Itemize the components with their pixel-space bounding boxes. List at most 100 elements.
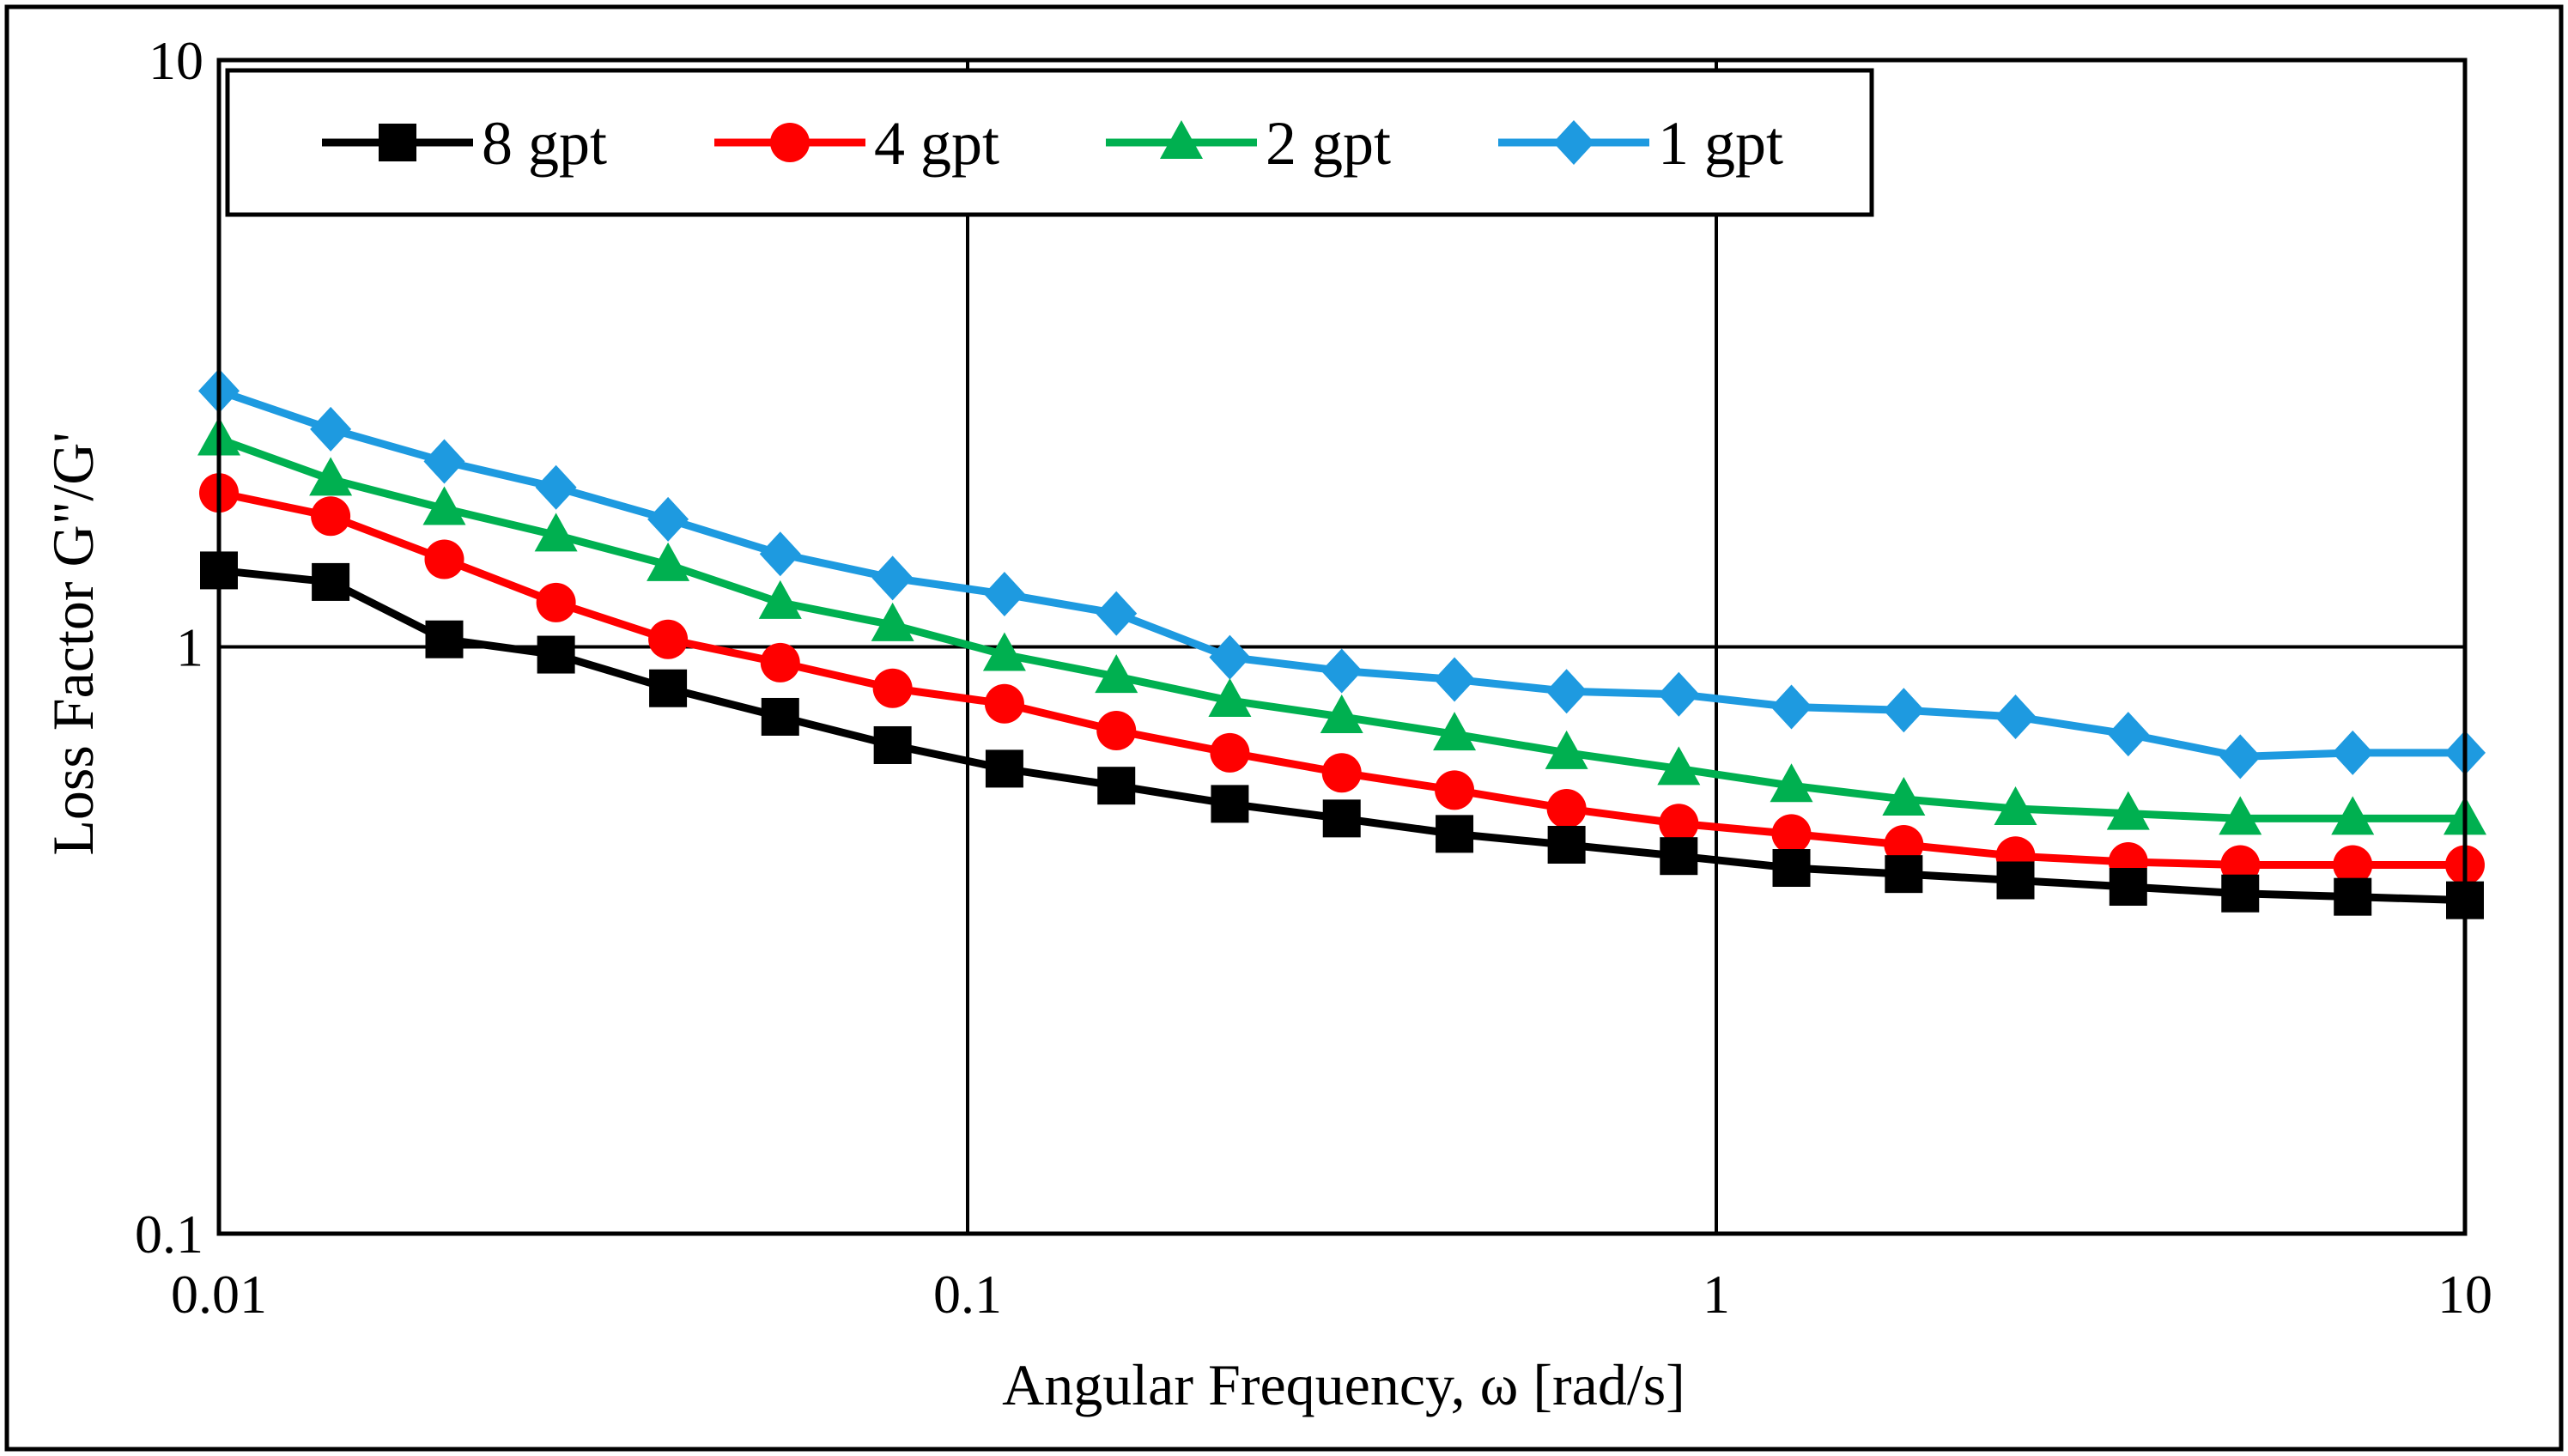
- legend-marker-4-gpt: [770, 123, 810, 162]
- data-point-1-gpt: [1994, 694, 2037, 739]
- y-tick-label: 1: [176, 617, 203, 678]
- data-point-8-gpt: [649, 669, 688, 707]
- legend-label-8-gpt: 8 gpt: [482, 109, 607, 178]
- legend-entry-8-gpt: 8 gpt: [322, 109, 607, 178]
- data-point-4-gpt: [1210, 732, 1250, 773]
- legend-entry-2-gpt: 2 gpt: [1106, 109, 1391, 178]
- data-point-2-gpt: [1208, 678, 1252, 718]
- data-point-8-gpt: [761, 697, 799, 736]
- data-point-2-gpt: [2106, 791, 2150, 830]
- data-point-1-gpt: [2219, 734, 2261, 780]
- data-point-8-gpt: [1436, 815, 1474, 853]
- data-point-8-gpt: [873, 725, 912, 764]
- data-point-1-gpt: [759, 531, 801, 577]
- data-point-2-gpt: [647, 542, 690, 581]
- data-point-1-gpt: [1545, 669, 1588, 714]
- data-point-1-gpt: [1434, 657, 1476, 702]
- data-point-4-gpt: [1546, 788, 1587, 828]
- data-point-4-gpt: [648, 619, 689, 659]
- data-point-8-gpt: [2221, 874, 2260, 913]
- data-point-2-gpt: [1994, 786, 2037, 825]
- data-point-8-gpt: [537, 635, 575, 674]
- data-point-2-gpt: [982, 632, 1026, 671]
- data-point-1-gpt: [871, 555, 914, 601]
- data-point-8-gpt: [1322, 799, 1361, 838]
- data-point-2-gpt: [2219, 796, 2262, 835]
- series-8-gpt: [200, 551, 2484, 919]
- data-point-8-gpt: [2109, 868, 2147, 907]
- data-point-4-gpt: [872, 668, 913, 708]
- data-point-8-gpt: [985, 749, 1023, 788]
- legend-entry-1-gpt: 1 gpt: [1498, 109, 1783, 178]
- legend-label-4-gpt: 4 gpt: [874, 109, 999, 178]
- data-point-1-gpt: [983, 572, 1025, 617]
- data-point-1-gpt: [423, 439, 465, 484]
- data-point-1-gpt: [1883, 688, 1925, 733]
- data-point-2-gpt: [1095, 654, 1138, 694]
- data-point-8-gpt: [1547, 826, 1586, 864]
- plot-border: [216, 58, 2468, 1236]
- data-point-4-gpt: [311, 496, 351, 537]
- y-tick-label: 10: [149, 30, 203, 91]
- legend-marker-8-gpt: [379, 124, 416, 161]
- data-point-4-gpt: [1771, 814, 1812, 854]
- data-point-1-gpt: [647, 496, 689, 542]
- x-axis-title: Angular Frequency, ω [rad/s]: [1002, 1352, 1685, 1417]
- data-point-4-gpt: [1321, 753, 1362, 793]
- data-point-2-gpt: [1770, 763, 1813, 803]
- data-point-2-gpt: [1545, 730, 1588, 769]
- data-point-8-gpt: [1772, 849, 1811, 888]
- x-tick-label: 10: [2437, 1264, 2492, 1325]
- data-point-1-gpt: [2107, 712, 2149, 757]
- legend-entry-4-gpt: 4 gpt: [714, 109, 999, 178]
- data-point-8-gpt: [1885, 855, 1923, 894]
- data-point-2-gpt: [1882, 776, 1926, 816]
- data-point-2-gpt: [758, 579, 802, 619]
- data-point-1-gpt: [535, 464, 577, 510]
- data-point-8-gpt: [425, 620, 464, 658]
- data-point-2-gpt: [1320, 694, 1363, 733]
- y-axis-title: Loss Factor G"/G': [40, 432, 106, 855]
- data-point-4-gpt: [1659, 804, 1699, 844]
- data-point-8-gpt: [1996, 861, 2035, 900]
- legend-marker-2-gpt: [1160, 120, 1203, 159]
- data-point-4-gpt: [2333, 845, 2373, 885]
- series-1-gpt: [198, 368, 2486, 780]
- y-tick-label: 0.1: [135, 1204, 203, 1265]
- data-point-2-gpt: [871, 602, 914, 641]
- data-point-1-gpt: [1320, 648, 1363, 694]
- data-point-8-gpt: [1211, 785, 1249, 823]
- data-point-8-gpt: [2334, 877, 2372, 916]
- data-point-1-gpt: [310, 406, 352, 452]
- series-2-gpt: [197, 416, 2486, 835]
- x-tick-label: 0.1: [933, 1264, 1002, 1325]
- data-point-8-gpt: [1660, 837, 1698, 876]
- x-tick-label: 1: [1703, 1264, 1730, 1325]
- data-point-2-gpt: [422, 486, 466, 525]
- data-point-8-gpt: [1097, 767, 1136, 805]
- legend-label-1-gpt: 1 gpt: [1658, 109, 1783, 178]
- data-point-4-gpt: [984, 683, 1024, 724]
- data-point-1-gpt: [1658, 671, 1700, 717]
- series-layer: [197, 368, 2486, 919]
- data-point-2-gpt: [1657, 746, 1701, 786]
- x-tick-label: 0.01: [171, 1264, 267, 1325]
- data-point-2-gpt: [309, 457, 353, 496]
- data-point-2-gpt: [1433, 712, 1477, 751]
- data-point-8-gpt: [312, 562, 350, 601]
- data-point-1-gpt: [1096, 591, 1138, 636]
- data-point-4-gpt: [760, 642, 800, 682]
- data-point-4-gpt: [1096, 711, 1137, 751]
- data-point-2-gpt: [2331, 796, 2375, 835]
- grid-layer: [219, 60, 2465, 1234]
- legend-label-2-gpt: 2 gpt: [1266, 109, 1391, 178]
- data-point-1-gpt: [2332, 730, 2374, 775]
- data-point-4-gpt: [536, 582, 576, 622]
- data-point-4-gpt: [1435, 770, 1475, 810]
- data-point-2-gpt: [534, 513, 578, 552]
- data-point-1-gpt: [1770, 684, 1812, 730]
- legend: 8 gpt 4 gpt 2 gpt 1 gpt: [225, 68, 1874, 217]
